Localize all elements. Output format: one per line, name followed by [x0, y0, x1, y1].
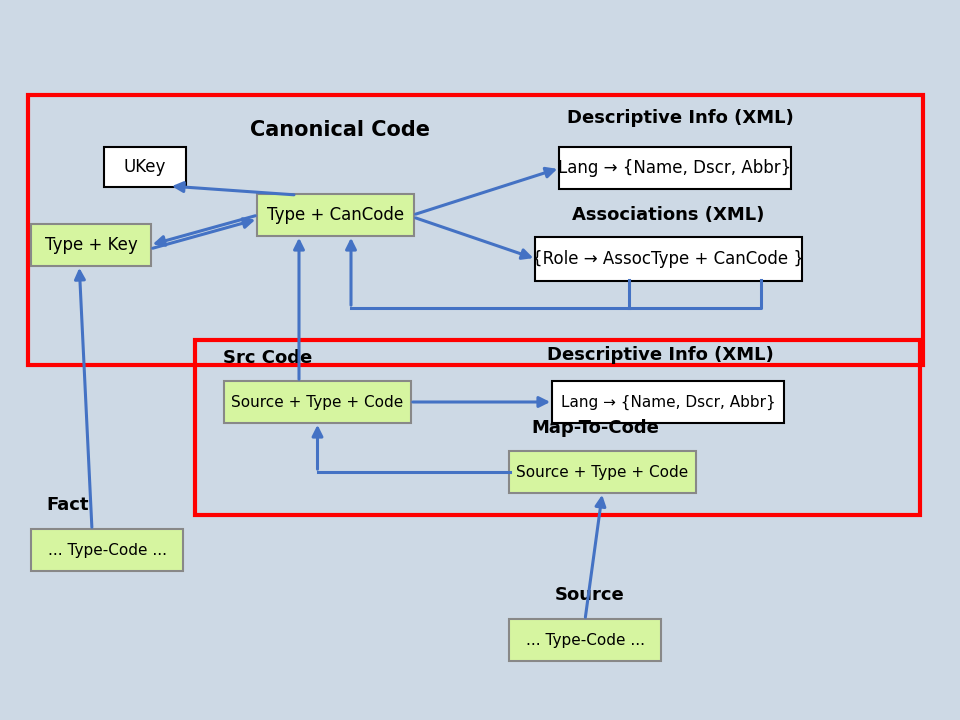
- FancyBboxPatch shape: [31, 224, 151, 266]
- Text: Src Code: Src Code: [224, 349, 313, 367]
- Text: Type + CanCode: Type + CanCode: [267, 206, 404, 224]
- Text: Descriptive Info (XML): Descriptive Info (XML): [566, 109, 793, 127]
- FancyBboxPatch shape: [257, 194, 414, 236]
- Bar: [195, 340, 920, 515]
- Text: ... Type-Code ...: ... Type-Code ...: [47, 542, 166, 557]
- Text: Source + Type + Code: Source + Type + Code: [516, 464, 688, 480]
- Text: Source: Source: [555, 586, 625, 604]
- Text: Lang → {Name, Dscr, Abbr}: Lang → {Name, Dscr, Abbr}: [561, 395, 776, 410]
- FancyBboxPatch shape: [559, 147, 791, 189]
- Text: Source + Type + Code: Source + Type + Code: [231, 395, 403, 410]
- Text: Associations (XML): Associations (XML): [572, 206, 764, 224]
- Text: UKey: UKey: [124, 158, 166, 176]
- FancyBboxPatch shape: [535, 237, 802, 281]
- FancyBboxPatch shape: [224, 381, 411, 423]
- Text: Fact: Fact: [47, 496, 89, 514]
- Text: Lang → {Name, Dscr, Abbr}: Lang → {Name, Dscr, Abbr}: [559, 159, 792, 177]
- Text: Type + Key: Type + Key: [44, 236, 137, 254]
- Text: Descriptive Info (XML): Descriptive Info (XML): [546, 346, 774, 364]
- FancyBboxPatch shape: [509, 451, 696, 493]
- Text: {Role → AssocType + CanCode }: {Role → AssocType + CanCode }: [533, 250, 804, 268]
- FancyBboxPatch shape: [104, 147, 186, 187]
- Text: Map-To-Code: Map-To-Code: [531, 419, 659, 437]
- Text: Canonical Code: Canonical Code: [250, 120, 430, 140]
- Text: ... Type-Code ...: ... Type-Code ...: [525, 632, 644, 647]
- FancyBboxPatch shape: [509, 619, 661, 661]
- Bar: [28, 95, 923, 365]
- FancyBboxPatch shape: [552, 381, 784, 423]
- FancyBboxPatch shape: [31, 529, 183, 571]
